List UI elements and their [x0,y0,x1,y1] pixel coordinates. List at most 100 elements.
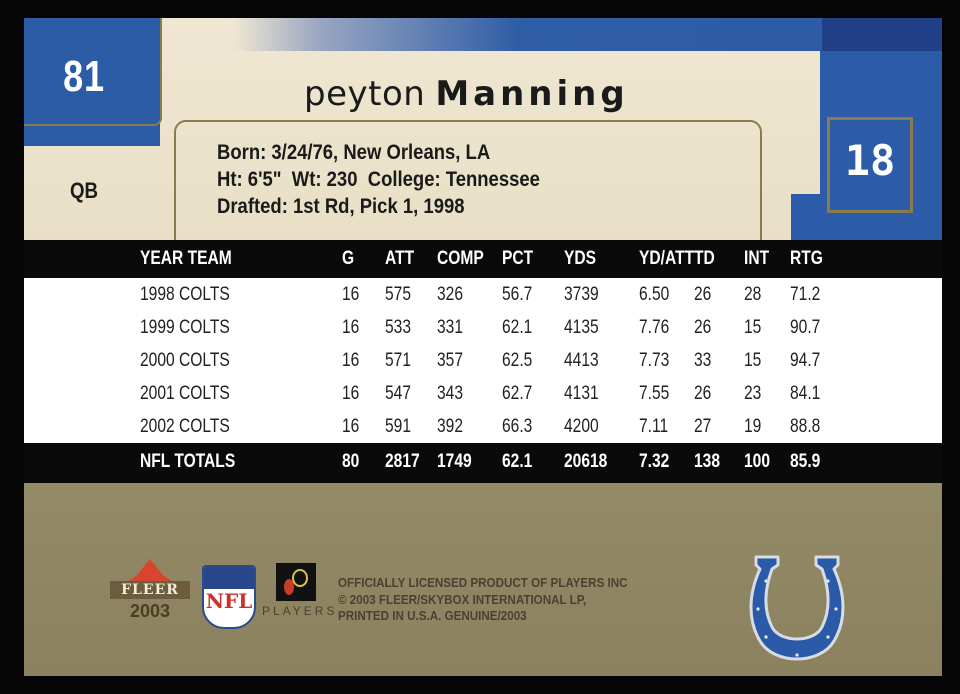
cell-yds: 3739 [564,284,599,305]
card-number: 81 [63,52,105,101]
total-att: 2817 [385,451,420,472]
cell-year-team: 2002 COLTS [140,416,230,437]
cell-pct: 66.3 [502,416,533,437]
cell-att: 571 [385,350,411,371]
cell-year-team: 1999 COLTS [140,317,230,338]
col-header-comp: COMP [437,248,484,269]
trading-card-back: 81 QB peyton Manning Born: 3/24/76, New O… [24,18,942,676]
col-header-yds: YDS [564,248,597,269]
fleer-crown-icon [122,567,178,585]
table-row: 2001 COLTS 16 547 343 62.7 4131 7.55 26 … [24,377,942,410]
bio-born: Born: 3/24/76, New Orleans, LA [217,141,491,164]
cell-pct: 62.7 [502,383,533,404]
cell-rtg: 88.8 [790,416,821,437]
fleer-logo-icon: FLEER 2003 [110,559,190,627]
legal-text: OFFICIALLY LICENSED PRODUCT OF PLAYERS I… [338,575,628,625]
card-number-frame [24,18,162,126]
right-blue-block [820,51,942,240]
total-int: 100 [744,451,770,472]
top-dark-band [822,18,942,51]
cell-year-team: 2001 COLTS [140,383,230,404]
fleer-wordmark: FLEER [110,581,190,599]
cell-comp: 331 [437,317,463,338]
cell-yd-att: 7.55 [639,383,670,404]
stats-body: 1998 COLTS 16 575 326 56.7 3739 6.50 26 … [24,278,942,443]
cell-g: 16 [342,416,360,437]
jersey-number: 18 [844,136,896,185]
cell-yds: 4413 [564,350,599,371]
cell-td: 26 [694,284,712,305]
cell-rtg: 71.2 [790,284,821,305]
total-td: 138 [694,451,720,472]
cell-yds: 4131 [564,383,599,404]
table-row: 1999 COLTS 16 533 331 62.1 4135 7.76 26 … [24,311,942,344]
cell-comp: 326 [437,284,463,305]
cell-year-team: 1998 COLTS [140,284,230,305]
total-comp: 1749 [437,451,472,472]
cell-att: 547 [385,383,411,404]
stats-table: YEAR TEAM G ATT COMP PCT YDS YD/ATT TD I… [24,240,942,483]
table-row: 2000 COLTS 16 571 357 62.5 4413 7.73 33 … [24,344,942,377]
cell-att: 591 [385,416,411,437]
col-header-g: G [342,248,355,269]
col-header-yd-att: YD/ATT [639,248,695,269]
player-last-name: Manning [435,74,629,114]
col-header-rtg: RTG [790,248,823,269]
cell-comp: 357 [437,350,463,371]
card-footer: FLEER 2003 NFL PLAYERS OFFICIALLY LICENS… [24,483,942,676]
card-header-section: 81 QB peyton Manning Born: 3/24/76, New O… [24,18,942,264]
legal-line-2: © 2003 FLEER/SKYBOX INTERNATIONAL LP, [338,592,587,607]
cell-pct: 56.7 [502,284,533,305]
total-pct: 62.1 [502,451,533,472]
col-header-att: ATT [385,248,415,269]
jersey-number-frame [827,117,913,213]
cell-comp: 392 [437,416,463,437]
cell-pct: 62.5 [502,350,533,371]
cell-g: 16 [342,383,360,404]
cell-g: 16 [342,284,360,305]
col-header-year-team: YEAR TEAM [140,248,232,269]
players-inc-logo-icon [276,563,316,601]
right-blue-notch [791,194,821,240]
cell-rtg: 90.7 [790,317,821,338]
cell-yd-att: 6.50 [639,284,670,305]
col-header-pct: PCT [502,248,534,269]
cell-pct: 62.1 [502,317,533,338]
cell-int: 15 [744,350,762,371]
colts-horseshoe-icon [749,555,845,661]
nfl-shield-stars [204,567,254,589]
players-inc-wordmark: PLAYERS [262,604,338,618]
cell-att: 533 [385,317,411,338]
fleer-year: 2003 [129,601,171,621]
cell-rtg: 84.1 [790,383,821,404]
cell-td: 33 [694,350,712,371]
total-yds: 20618 [564,451,608,472]
total-g: 80 [342,451,360,472]
player-bio: Born: 3/24/76, New Orleans, LA Ht: 6'5" W… [217,139,540,220]
totals-row: NFL TOTALS 80 2817 1749 62.1 20618 7.32 … [24,443,942,483]
player-first-name: peyton [304,74,426,114]
cell-int: 28 [744,284,762,305]
cell-td: 26 [694,383,712,404]
col-header-td: TD [694,248,715,269]
totals-label: NFL TOTALS [140,451,236,472]
cell-yd-att: 7.11 [639,416,669,437]
cell-td: 26 [694,317,712,338]
cell-g: 16 [342,350,360,371]
total-rtg: 85.9 [790,451,821,472]
player-name: peyton Manning [304,74,629,114]
cell-yds: 4135 [564,317,599,338]
fleer-crown-peak-icon [137,559,163,575]
col-header-int: INT [744,248,770,269]
table-row: 2002 COLTS 16 591 392 66.3 4200 7.11 27 … [24,410,942,443]
cell-td: 27 [694,416,712,437]
cell-att: 575 [385,284,411,305]
cell-comp: 343 [437,383,463,404]
nfl-shield-icon: NFL [202,565,256,629]
cell-yd-att: 7.73 [639,350,670,371]
cell-rtg: 94.7 [790,350,821,371]
cell-yd-att: 7.76 [639,317,670,338]
cell-g: 16 [342,317,360,338]
cell-year-team: 2000 COLTS [140,350,230,371]
nfl-wordmark: NFL [205,589,253,613]
